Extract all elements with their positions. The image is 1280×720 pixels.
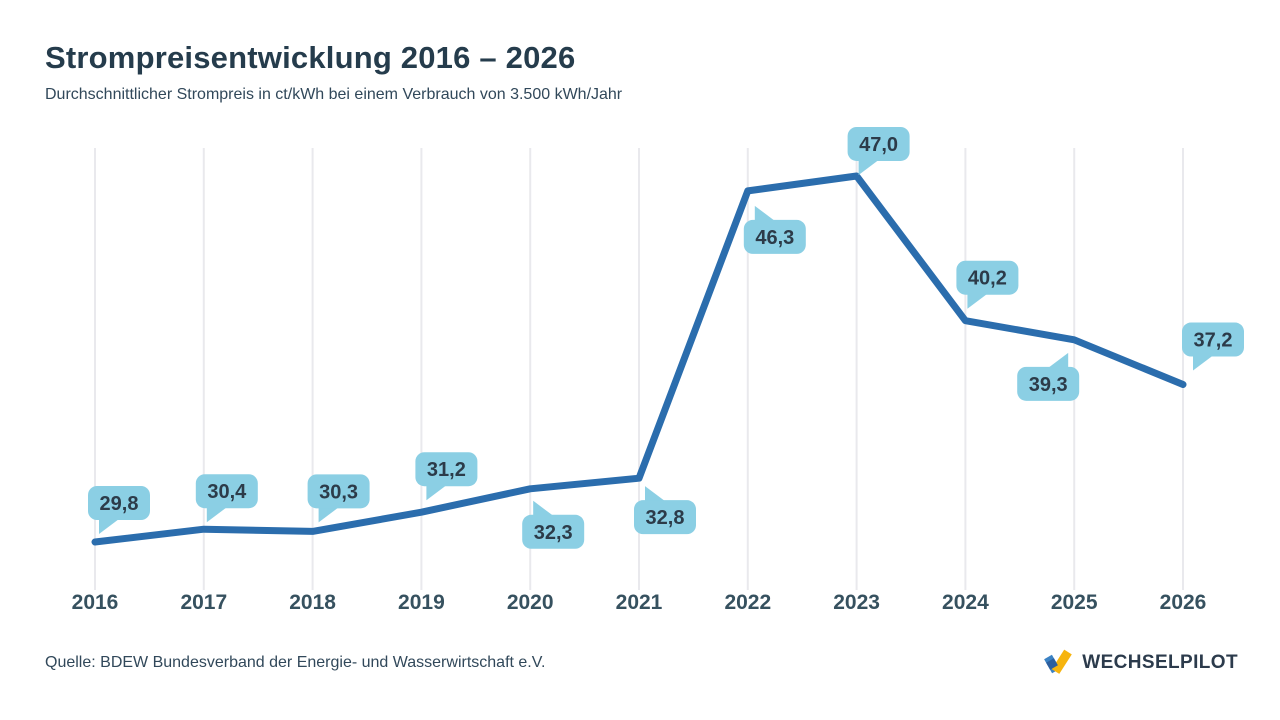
bubble-body [1182, 322, 1244, 357]
data-label-value: 40,2 [968, 268, 1007, 290]
x-axis-label: 2023 [833, 591, 880, 614]
x-axis-label: 2026 [1160, 591, 1207, 614]
bubble-tail [967, 293, 988, 309]
data-label-bubble: 31,2 [415, 452, 478, 501]
data-label-value: 31,2 [427, 459, 466, 481]
bubble-body [195, 474, 258, 509]
wechselpilot-check-icon [1044, 649, 1073, 674]
chart-subtitle: Durchschnittlicher Strompreis in ct/kWh … [45, 86, 623, 103]
bubble-tail [1048, 352, 1069, 368]
x-axis-label: 2018 [289, 591, 336, 614]
data-label-value: 39,3 [1029, 374, 1068, 396]
data-label-bubble: 47,0 [847, 126, 910, 175]
bubble-body [307, 474, 370, 509]
bubble-tail [426, 485, 447, 501]
data-label-value: 37,2 [1194, 330, 1233, 352]
bubble-body [743, 219, 806, 254]
data-label-value: 32,3 [534, 522, 573, 544]
data-label-bubble: 30,4 [195, 474, 258, 523]
bubble-tail [206, 507, 227, 523]
data-label-value: 46,3 [755, 227, 794, 249]
wechselpilot-logo-text: WECHSELPILOT [1082, 651, 1238, 673]
x-axis-label: 2017 [180, 591, 227, 614]
data-label-value: 47,0 [859, 134, 898, 156]
data-label-bubble: 30,3 [307, 474, 370, 523]
x-axis-label: 2020 [507, 591, 554, 614]
bubble-body [1017, 366, 1080, 401]
data-label-value: 30,3 [319, 481, 358, 503]
bubble-tail [533, 500, 554, 516]
bubble-body [88, 486, 150, 520]
bubble-body [634, 500, 696, 535]
bubble-body [522, 514, 585, 549]
data-label-bubble: 32,3 [522, 500, 585, 549]
data-label-bubble: 29,8 [88, 486, 150, 534]
bubble-tail [318, 507, 339, 523]
data-label-value: 32,8 [646, 507, 685, 529]
data-label-value: 30,4 [207, 481, 247, 503]
bubble-tail [1193, 355, 1213, 371]
data-label-value: 29,8 [100, 493, 139, 515]
x-axis-label: 2019 [398, 591, 445, 614]
x-axis-label: 2025 [1051, 591, 1098, 614]
bubble-body [847, 126, 910, 161]
source-note: Quelle: BDEW Bundesverband der Energie- … [45, 654, 546, 671]
price-line [91, 172, 1187, 546]
data-label-bubble: 37,2 [1182, 322, 1244, 371]
bubble-body [956, 260, 1019, 295]
bubble-tail [99, 519, 119, 534]
data-label-bubble: 39,3 [1017, 352, 1080, 401]
x-axis-label: 2016 [72, 591, 119, 614]
bubble-tail [645, 486, 665, 502]
bubble-tail [858, 159, 879, 175]
data-label-bubble: 32,8 [634, 486, 696, 535]
x-axis-label: 2021 [616, 591, 663, 614]
bubble-body [415, 452, 478, 487]
x-axis-label: 2022 [724, 591, 771, 614]
x-axis-label: 2024 [942, 591, 989, 614]
data-label-bubble: 46,3 [743, 205, 806, 254]
data-label-bubble: 40,2 [956, 260, 1019, 309]
chart-title: Strompreisentwicklung 2016 – 2026 [45, 40, 576, 75]
bubble-tail [754, 205, 775, 221]
wechselpilot-logo: WECHSELPILOT [1043, 648, 1238, 677]
